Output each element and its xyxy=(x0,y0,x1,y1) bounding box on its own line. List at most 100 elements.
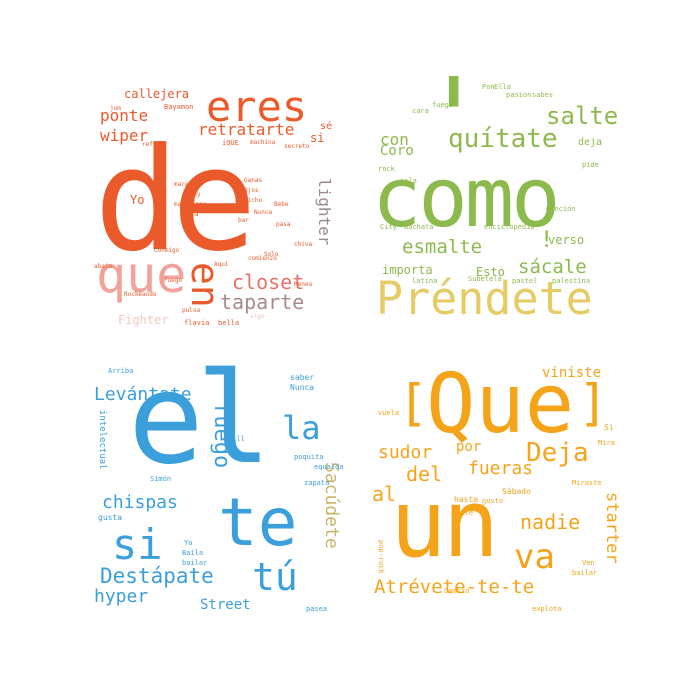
cloud-word: chiva xyxy=(294,241,313,248)
cloud-word: vuela xyxy=(378,409,400,417)
cloud-word: pasion xyxy=(506,91,532,99)
cloud-word: latina xyxy=(412,277,438,285)
cloud-word: taparte xyxy=(220,290,305,314)
cloud-word: Subetela xyxy=(468,275,502,283)
cloud-word: explota xyxy=(532,605,562,613)
cloud-word: dicho xyxy=(244,197,263,204)
cloud-word: el xyxy=(128,345,272,492)
cloud-word: Nunca xyxy=(254,209,273,216)
cloud-word: iQUE xyxy=(222,139,239,147)
cloud-word: Coro xyxy=(380,143,414,159)
cloud-word: si xyxy=(310,131,325,145)
cloud-word: algo xyxy=(250,313,265,320)
cloud-word: bella xyxy=(218,319,240,327)
cloud-word: pop-rock xyxy=(377,540,385,574)
cloud-word: Sábado xyxy=(502,487,531,496)
cloud-word: Préndete xyxy=(376,272,593,325)
cloud-word: pulsa xyxy=(182,307,201,314)
cloud-word: sudor xyxy=(378,442,433,463)
cloud-word: Yo xyxy=(130,193,145,207)
cloud-word: Fuego xyxy=(164,277,183,284)
cloud-word: Ganas xyxy=(244,177,263,184)
cloud-word: al xyxy=(372,482,397,506)
cloud-word: Rockeando xyxy=(124,291,157,298)
cloud-word: salte xyxy=(546,102,619,130)
cloud-word: wiper xyxy=(100,126,149,145)
cloud-word: ] xyxy=(578,374,609,432)
cloud-word: sabes xyxy=(532,91,554,99)
cloud-word: gusta xyxy=(98,513,123,522)
cloud-word: Destápate xyxy=(100,564,214,588)
cloud-word: equalda xyxy=(314,463,344,471)
cloud-word: machina xyxy=(250,139,276,146)
cloud-word: pastel xyxy=(512,277,538,285)
cloud-word: Conmigo xyxy=(154,247,180,254)
cloud-word: pide xyxy=(582,161,599,169)
cloud-word: Ponle xyxy=(452,509,474,517)
cloud-word: Deja xyxy=(526,438,589,468)
cloud-word: palestina xyxy=(552,277,590,285)
cloud-word: pasa xyxy=(276,221,291,228)
cloud-word: Aquí xyxy=(214,261,229,268)
word-cloud-blue: el te si tú la fuego Levántate Destápate… xyxy=(94,356,344,613)
cloud-word: eres xyxy=(206,82,308,131)
cloud-word: chispas xyxy=(102,492,178,513)
cloud-word: mención xyxy=(546,205,576,213)
cloud-word: ' xyxy=(420,55,488,185)
cloud-word: Street xyxy=(200,597,251,613)
word-cloud-red: de que eres en closet taparte retratarte… xyxy=(94,82,334,332)
cloud-word: closet xyxy=(232,270,305,294)
cloud-word: del xyxy=(406,462,443,486)
cloud-word: abajo xyxy=(94,263,113,270)
cloud-word: bailar xyxy=(572,569,598,577)
cloud-word: Cambia xyxy=(444,587,470,595)
cloud-word: Baila xyxy=(182,549,204,557)
cloud-word: si xyxy=(112,520,163,569)
cloud-word: Bayamon xyxy=(164,103,194,111)
cloud-word: Que xyxy=(426,357,575,452)
cloud-word: Yo xyxy=(184,539,193,547)
cloud-word: comienzo xyxy=(248,255,277,262)
cloud-word: quítate xyxy=(448,124,558,154)
cloud-word: sé xyxy=(320,121,333,132)
cloud-word: esmalte xyxy=(402,236,483,258)
cloud-word: refill xyxy=(142,141,164,148)
cloud-word: starter xyxy=(602,492,622,564)
cloud-word: mariguana xyxy=(174,201,207,208)
cloud-word: poquita xyxy=(294,453,324,461)
cloud-word: deja xyxy=(578,137,603,148)
cloud-word: City xyxy=(380,223,397,231)
word-cloud-green: ' como Préndete salte quítate esmalte sá… xyxy=(372,64,618,332)
cloud-word: en xyxy=(183,262,227,308)
cloud-word: pony xyxy=(186,191,201,198)
cloud-word: Arriba xyxy=(108,367,134,375)
cloud-word: hyper xyxy=(94,586,149,607)
cloud-word: secreto xyxy=(284,143,310,150)
cloud-word: Solo xyxy=(264,251,279,258)
cloud-word: rock xyxy=(378,165,395,173)
cloud-word: de xyxy=(94,118,257,283)
cloud-word: Nunca xyxy=(290,383,315,392)
cloud-word: tú xyxy=(252,555,298,599)
cloud-word: pasea xyxy=(306,605,328,613)
cloud-word: un xyxy=(390,470,499,579)
cloud-word: intelectual xyxy=(97,410,107,470)
cloud-word: ! xyxy=(540,228,554,253)
cloud-word: Menea xyxy=(294,281,313,288)
cloud-word: bar xyxy=(238,217,249,224)
cloud-word: Ella xyxy=(494,83,511,91)
cloud-word: Miraste xyxy=(572,479,602,487)
cloud-word: viniste xyxy=(542,365,602,381)
cloud-word: bachata xyxy=(404,223,434,231)
cloud-word: cara xyxy=(412,107,429,115)
cloud-word: verso xyxy=(548,233,585,247)
cloud-word: mareada xyxy=(174,181,200,188)
cloud-word: fuego xyxy=(432,101,454,109)
cloud-word: sácale xyxy=(518,256,587,278)
cloud-word: Bill xyxy=(228,435,245,443)
cloud-word: lighter xyxy=(315,178,334,246)
cloud-word: flavia xyxy=(184,319,210,327)
cloud-word: gusto xyxy=(482,497,504,505)
cloud-word: Esto xyxy=(476,265,505,279)
cloud-word: con xyxy=(380,130,409,149)
